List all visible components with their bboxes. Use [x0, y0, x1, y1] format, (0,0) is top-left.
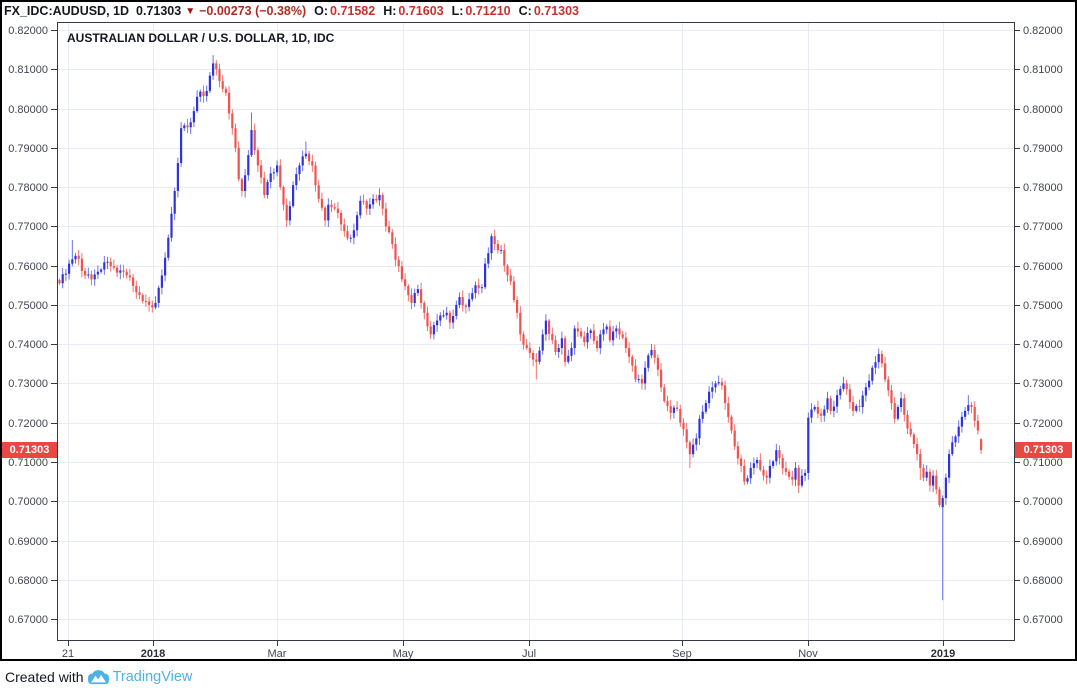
y-axis-label-left: 0.77000: [8, 221, 48, 233]
y-axis-label-left: 0.81000: [8, 64, 48, 76]
high-value: 0.71603: [398, 4, 444, 18]
x-axis-label: May: [393, 648, 414, 660]
price-change: −0.00273 (−0.38%): [199, 4, 307, 18]
candlestick-plot[interactable]: 0.82000 0.82000 0.81000 0.81000 0.80000 0.800…: [0, 0, 1077, 661]
close-value: 0.71303: [533, 4, 579, 18]
y-axis-label-left: 0.79000: [8, 143, 48, 155]
y-axis-label-right: 0.82000: [1023, 25, 1063, 37]
y-axis-label-right: 0.67000: [1023, 614, 1063, 626]
x-axis-label: Jul: [522, 648, 536, 660]
x-axis-label: Nov: [798, 648, 818, 660]
last-price-label-left: 0.71303: [2, 442, 57, 458]
symbol-name[interactable]: FX_IDC:AUDUSD, 1D: [4, 4, 130, 18]
low-label: L:: [451, 4, 464, 18]
x-axis-label: 21: [62, 648, 74, 660]
y-axis-label-left: 0.71000: [8, 457, 48, 469]
y-axis-label-left: 0.80000: [8, 104, 48, 116]
y-axis-label-left: 0.73000: [8, 378, 48, 390]
y-axis-label-right: 0.70000: [1023, 496, 1063, 508]
last-price-label-right: 0.71303: [1015, 442, 1072, 458]
last-price: 0.71303: [136, 4, 182, 18]
y-axis-label-right: 0.73000: [1023, 378, 1063, 390]
high-label: H:: [383, 4, 397, 18]
x-axis-label: Sep: [672, 648, 692, 660]
created-with-text: Created with: [5, 669, 84, 685]
x-axis-label: 2018: [141, 648, 165, 660]
x-axis-label: Mar: [268, 648, 287, 660]
y-axis-label-right: 0.80000: [1023, 104, 1063, 116]
y-axis-label-left: 0.82000: [8, 25, 48, 37]
y-axis-label-right: 0.71000: [1023, 457, 1063, 469]
y-axis-label-right: 0.79000: [1023, 143, 1063, 155]
symbol-legend: FX_IDC:AUDUSD, 1D 0.71303 ▼ −0.00273 (−0…: [4, 3, 579, 19]
candles: [58, 55, 983, 601]
y-axis-label-right: 0.74000: [1023, 339, 1063, 351]
close-label: C:: [518, 4, 532, 18]
attribution-footer: Created with TradingView: [0, 661, 1077, 693]
low-value: 0.71210: [465, 4, 511, 18]
y-axis-label-right: 0.69000: [1023, 536, 1063, 548]
y-axis-label-left: 0.69000: [8, 536, 48, 548]
y-axis-label-right: 0.75000: [1023, 300, 1063, 312]
open-label: O:: [314, 4, 329, 18]
tradingview-logo-icon: [87, 669, 109, 684]
y-axis-label-left: 0.72000: [8, 418, 48, 430]
x-axis-label: 2019: [931, 648, 955, 660]
open-value: 0.71582: [330, 4, 376, 18]
y-axis-label-left: 0.68000: [8, 575, 48, 587]
y-axis-label-left: 0.70000: [8, 496, 48, 508]
y-axis-label-right: 0.77000: [1023, 221, 1063, 233]
down-arrow-icon: ▼: [185, 5, 196, 17]
chart-area: 0.82000 0.82000 0.81000 0.81000 0.80000 0.800…: [0, 0, 1077, 661]
chart-title: AUSTRALIAN DOLLAR / U.S. DOLLAR, 1D, IDC: [67, 31, 335, 45]
y-axis-label-left: 0.67000: [8, 614, 48, 626]
y-axis-label-right: 0.76000: [1023, 261, 1063, 273]
tradingview-link[interactable]: TradingView: [112, 669, 193, 685]
y-axis-label-right: 0.78000: [1023, 182, 1063, 194]
y-axis-label-right: 0.72000: [1023, 418, 1063, 430]
y-axis-label-left: 0.74000: [8, 339, 48, 351]
y-axis-label-right: 0.68000: [1023, 575, 1063, 587]
y-axis-label-left: 0.75000: [8, 300, 48, 312]
y-axis-label-left: 0.76000: [8, 261, 48, 273]
y-axis-label-left: 0.78000: [8, 182, 48, 194]
y-axis-label-right: 0.81000: [1023, 64, 1063, 76]
